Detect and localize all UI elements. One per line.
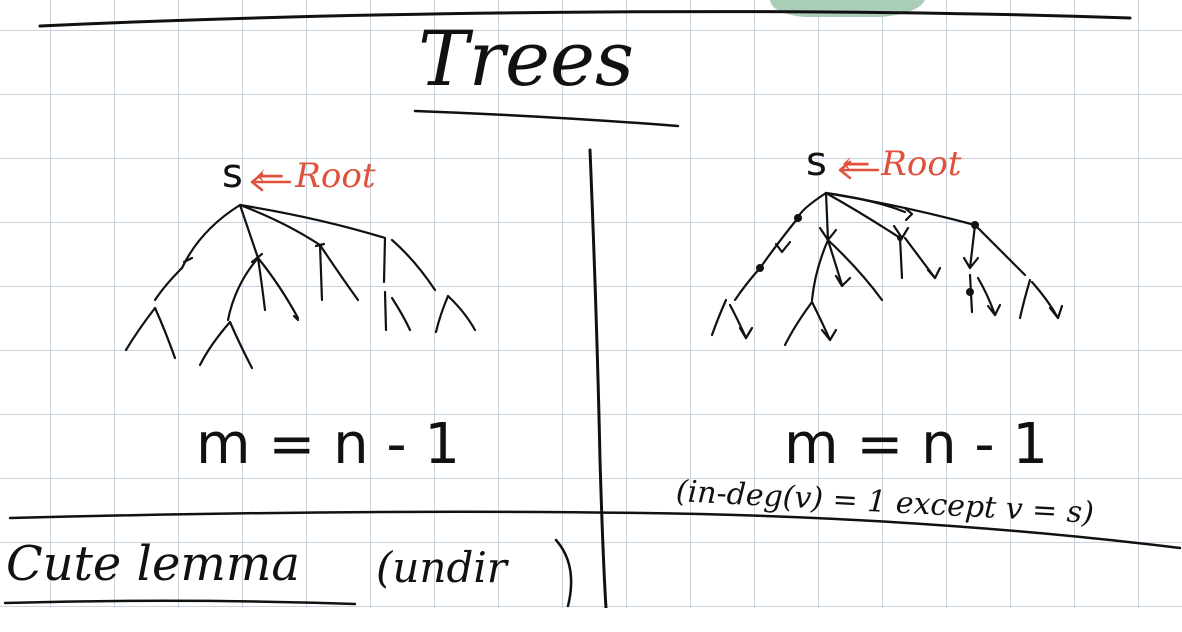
left-tree-node-mark bbox=[182, 256, 194, 264]
lemma-heading: Cute lemma bbox=[6, 536, 300, 592]
left-tree-edge bbox=[434, 294, 450, 334]
left-tree-edge bbox=[383, 290, 388, 332]
right-tree-edge bbox=[826, 238, 844, 287]
left-tree-edge bbox=[153, 266, 184, 302]
vertical-separator bbox=[588, 148, 608, 610]
left-tree-node-mark bbox=[250, 252, 264, 264]
left-tree-edge bbox=[446, 294, 477, 332]
right-tree-arrowhead bbox=[834, 274, 852, 288]
right-root-label: ← Root bbox=[842, 144, 962, 184]
left-tree-edge bbox=[256, 256, 300, 320]
left-tree-edge bbox=[228, 320, 254, 370]
sticky-note bbox=[770, 0, 925, 17]
root-arrow-right bbox=[838, 160, 880, 180]
title-underline bbox=[413, 109, 680, 128]
right-tree-edge bbox=[968, 223, 977, 270]
right-tree-node bbox=[794, 214, 802, 222]
right-tree-node bbox=[897, 235, 903, 241]
right-tree-edge bbox=[973, 223, 1027, 277]
right-tree-edge bbox=[1018, 278, 1032, 320]
right-tree-arrowhead bbox=[903, 206, 914, 222]
right-tree-edge bbox=[733, 266, 762, 302]
right-tree-arrowhead bbox=[738, 326, 754, 340]
right-tree-edge bbox=[826, 238, 884, 302]
right-tree-edge bbox=[810, 238, 830, 302]
right-tree-edge bbox=[898, 236, 904, 280]
right-tree-arrowhead bbox=[962, 256, 980, 270]
right-tree-arrowhead bbox=[774, 240, 792, 254]
right-tree-edge bbox=[824, 191, 830, 242]
left-tree bbox=[124, 203, 477, 370]
root-arrow-left bbox=[250, 172, 292, 192]
left-tree-edge bbox=[124, 306, 157, 352]
right-tree-node bbox=[756, 264, 764, 272]
right-tree-edge bbox=[796, 191, 828, 220]
right-tree-edge bbox=[824, 191, 977, 227]
left-tree-edge bbox=[238, 203, 387, 240]
left-tree-edge bbox=[390, 238, 437, 292]
left-root-label: ← Root bbox=[256, 156, 376, 196]
left-tree-edge bbox=[318, 243, 360, 302]
right-tree-edge bbox=[710, 298, 728, 337]
left-tree-edge bbox=[153, 306, 177, 360]
page-title: Trees bbox=[418, 14, 634, 103]
right-tree bbox=[710, 191, 1064, 347]
right-tree-arrowhead bbox=[820, 328, 838, 342]
left-tree-edge bbox=[226, 256, 260, 322]
right-equation: m = n - 1 bbox=[784, 412, 1049, 477]
left-tree-edge bbox=[382, 236, 387, 284]
left-tree-edge bbox=[318, 243, 324, 302]
right-tree-edge bbox=[976, 276, 997, 317]
right-tree-edge bbox=[824, 191, 902, 240]
left-tree-edge bbox=[390, 296, 412, 332]
left-tree-edge bbox=[256, 256, 267, 312]
left-tree-edge bbox=[238, 203, 322, 247]
left-root-letter: s bbox=[222, 151, 243, 197]
left-equation: m = n - 1 bbox=[196, 412, 461, 477]
right-tree-arrowhead bbox=[986, 303, 1002, 317]
left-tree-edge bbox=[238, 203, 260, 260]
left-tree-edge bbox=[198, 320, 232, 367]
bottom-divider-line bbox=[8, 510, 1182, 550]
right-tree-node bbox=[966, 288, 974, 296]
aside-right-paren bbox=[554, 538, 573, 608]
lemma-aside: (undir bbox=[376, 543, 507, 592]
top-divider-line bbox=[38, 10, 1132, 28]
right-tree-arrowhead bbox=[818, 226, 838, 242]
right-tree-edge bbox=[783, 300, 814, 347]
right-tree-node bbox=[971, 221, 979, 229]
right-tree-arrowhead bbox=[926, 266, 942, 280]
right-root-letter: s bbox=[806, 139, 827, 185]
right-tree-arrowhead bbox=[1048, 304, 1064, 320]
right-tree-edge bbox=[758, 216, 800, 270]
right-tree-edge bbox=[810, 300, 832, 342]
lemma-underline bbox=[3, 599, 357, 606]
left-tree-node-mark bbox=[314, 242, 326, 248]
left-tree-node-mark bbox=[292, 314, 300, 322]
